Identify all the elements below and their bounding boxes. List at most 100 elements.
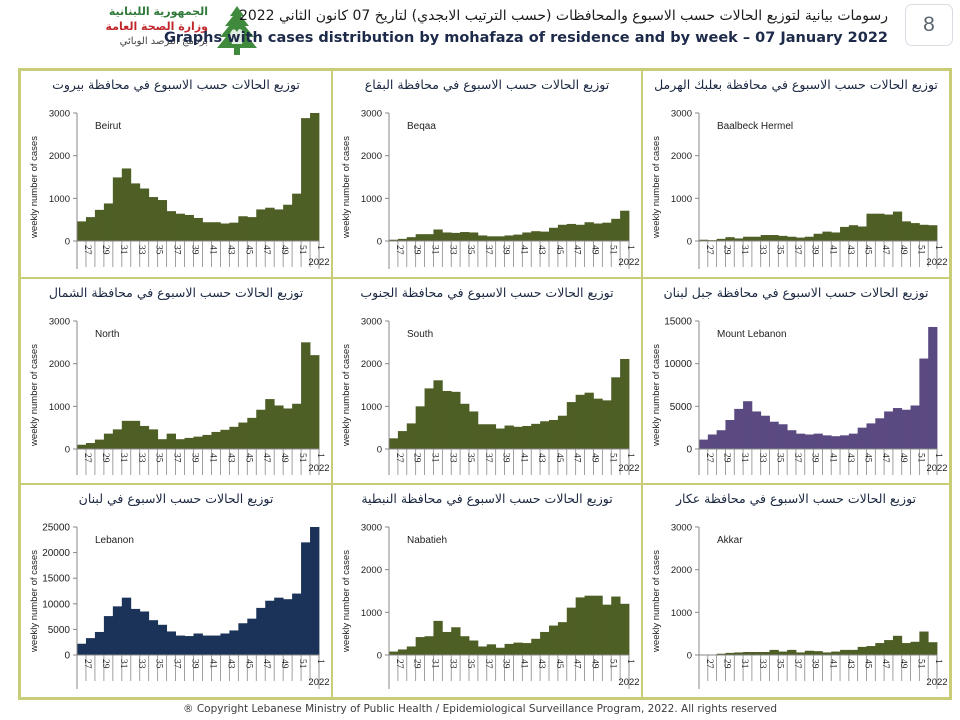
bar-week-38 <box>486 424 497 449</box>
bar-week-27 <box>389 239 399 241</box>
bar-week-49 <box>584 222 594 241</box>
bar-week-33 <box>442 390 452 449</box>
y-tick-label: 1000 <box>671 608 692 619</box>
y-axis-label: weekly number of cases <box>341 550 352 653</box>
bar-week-43 <box>531 423 541 449</box>
bar-week-36 <box>157 624 168 655</box>
bar-week-27 <box>77 221 87 241</box>
x-tick-label: 47 <box>572 453 582 463</box>
bar-week-48 <box>884 214 894 241</box>
y-axis-label: weekly number of cases <box>341 136 352 239</box>
x-tick-label: 45 <box>863 453 873 463</box>
x-tick-label: 31 <box>118 245 128 255</box>
x-tick-label: 1 <box>315 659 325 664</box>
series-label: Beqaa <box>407 121 436 132</box>
x-tick-label: 27 <box>704 659 714 669</box>
x-tick-label: 33 <box>136 453 146 463</box>
bar-week-50 <box>593 398 603 449</box>
bar-week-27 <box>699 239 709 241</box>
bar-week-37 <box>787 430 797 449</box>
x-tick-label: 31 <box>430 453 440 463</box>
x-tick-label: 33 <box>757 245 767 255</box>
x-tick-label: 45 <box>863 245 873 255</box>
bar-week-30 <box>725 419 735 449</box>
x-tick-label: 49 <box>590 245 600 255</box>
bar-week-43 <box>531 231 541 241</box>
bar-week-42 <box>831 436 841 449</box>
bar-chart: 0 1000 2000 3000 weekly number of cases South… <box>341 317 640 475</box>
bar-week-47 <box>256 409 266 449</box>
bar-week-44 <box>229 222 239 241</box>
bar-week-33 <box>751 652 762 655</box>
x-tick-label: 35 <box>154 659 164 669</box>
bar-week-52 <box>919 224 929 241</box>
bar-week-39 <box>184 214 194 241</box>
bar-week-34 <box>139 425 150 449</box>
bar-week-41 <box>513 426 523 449</box>
bar-week-41 <box>202 635 212 655</box>
x-tick-label: 45 <box>243 659 253 669</box>
bar-week-46 <box>866 646 876 655</box>
x-tick-label: 31 <box>118 659 128 669</box>
bar-week-36 <box>157 200 168 241</box>
x-tick-label: 49 <box>898 245 908 255</box>
bar-week-1 <box>928 326 938 449</box>
bar-week-44 <box>848 433 859 449</box>
bar-week-51 <box>292 193 302 241</box>
bar-week-37 <box>787 649 797 655</box>
bar-week-47 <box>566 402 577 449</box>
bar-week-39 <box>804 650 814 655</box>
bar-week-36 <box>157 439 168 449</box>
y-tick-label: 3000 <box>671 523 692 534</box>
bar-week-42 <box>522 643 532 655</box>
x-tick-label: 37 <box>483 659 493 669</box>
x-tick-label: 49 <box>590 659 600 669</box>
bar-week-38 <box>486 236 497 241</box>
x-tick-label: 39 <box>190 453 200 463</box>
y-tick-label: 0 <box>377 237 382 248</box>
bar-week-30 <box>103 433 114 449</box>
y-tick-label: 25000 <box>42 523 70 534</box>
chart-panel-baalbeck-hermel: توزيع الحالات حسب الاسبوع في محافظة بعلب… <box>642 70 950 278</box>
bar-week-40 <box>504 643 514 655</box>
bar-week-43 <box>840 649 850 655</box>
bar-week-34 <box>451 391 461 449</box>
x-tick-label: 31 <box>739 659 749 669</box>
series-label: Lebanon <box>95 535 134 546</box>
bar-week-45 <box>857 226 867 241</box>
y-tick-label: 0 <box>64 651 70 662</box>
x-tick-label: 37 <box>792 659 802 669</box>
logo-line-program: برنامج الترصد الوبائي <box>119 36 208 47</box>
bar-week-38 <box>175 635 185 655</box>
bar-week-50 <box>901 221 911 241</box>
header: الجمهورية اللبنانية وزارة الصحة العامة ب… <box>0 0 960 62</box>
cedar-tree-icon <box>217 6 257 55</box>
bar-week-50 <box>283 204 293 241</box>
bar-week-44 <box>229 426 239 449</box>
bar-week-41 <box>822 652 832 655</box>
bar-week-44 <box>848 225 859 241</box>
chart-panel-beqaa: توزيع الحالات حسب الاسبوع في محافظة البق… <box>332 70 642 278</box>
bar-week-30 <box>725 652 735 655</box>
bar-week-32 <box>433 620 443 655</box>
bar-chart: 0 1000 2000 3000 weekly number of cases Baalb… <box>651 109 948 269</box>
x-tick-label: 35 <box>465 659 475 669</box>
bar-week-37 <box>477 424 488 449</box>
bar-week-27 <box>77 643 87 655</box>
charts-grid: توزيع الحالات حسب الاسبوع في محافظة بيرو… <box>18 68 952 700</box>
x-tick-label: 33 <box>757 453 767 463</box>
x-axis-year-label: 2022 <box>308 463 329 474</box>
x-tick-label: 49 <box>590 453 600 463</box>
x-tick-label: 45 <box>554 245 564 255</box>
bar-week-45 <box>238 216 248 241</box>
bar-week-52 <box>611 596 621 655</box>
x-tick-label: 39 <box>810 245 820 255</box>
bar-week-39 <box>495 647 505 655</box>
x-tick-label: 45 <box>554 659 564 669</box>
bar-week-43 <box>531 638 541 655</box>
x-tick-label: 31 <box>430 659 440 669</box>
y-tick-label: 2000 <box>49 359 70 370</box>
bar-week-31 <box>734 408 744 449</box>
y-tick-label: 10000 <box>42 599 70 610</box>
bar-week-42 <box>522 425 532 449</box>
